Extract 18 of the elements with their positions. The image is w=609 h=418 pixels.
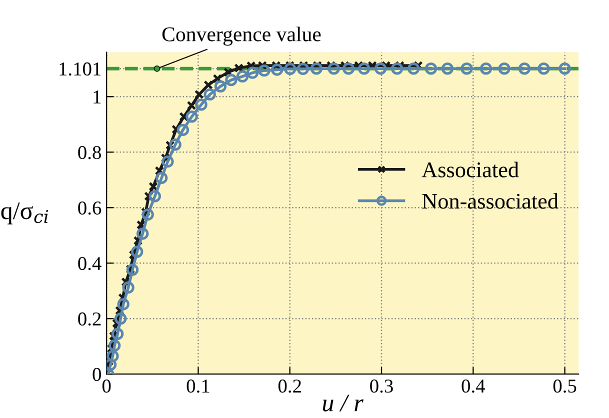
annotation: Convergence value — [162, 26, 321, 46]
legend-label: Associated — [422, 162, 519, 178]
x-axis-title: u / r — [322, 394, 364, 412]
y-tick-label: 0 — [92, 368, 101, 382]
x-tick-label: 0.3 — [370, 380, 393, 393]
x-tick-label: 0.2 — [278, 380, 301, 393]
y-tick-label: 0.4 — [78, 256, 102, 270]
y-axis-title: q/σ$_{ci}$ — [1, 202, 48, 224]
y-tick-label: 1 — [94, 90, 101, 104]
legend-label: Non-associated — [422, 193, 558, 209]
x-tick-label: 0.4 — [462, 380, 486, 393]
x-tick-label: 0 — [102, 380, 111, 393]
y-tick-label: 0.8 — [78, 146, 101, 160]
x-tick-label: 0.1 — [186, 380, 210, 393]
x-tick-label: 0.5 — [553, 380, 576, 393]
y-tick-label: 1.101 — [60, 62, 101, 76]
y-tick-label: 0.2 — [78, 312, 101, 326]
y-tick-label: 0.6 — [78, 201, 102, 215]
